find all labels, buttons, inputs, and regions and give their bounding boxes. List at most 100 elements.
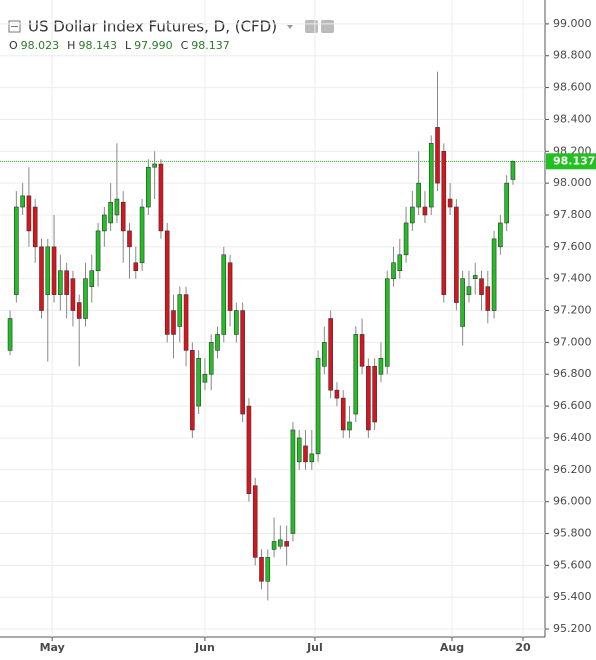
y-tick-label: 98.800 [553,49,592,62]
legend-value: 98.023 [21,39,60,52]
axes: 95.200 95.400 95.600 95.800 96.000 96.200 96.4… [40,17,596,654]
candle-body [51,246,57,295]
eye-icon[interactable] [305,20,318,33]
settings-icon[interactable] [321,20,334,33]
legend-label: L [125,39,132,52]
candle-body [39,246,44,311]
candle-body [83,278,88,319]
x-tick-label: Aug [440,641,464,654]
ohlc-legend: O 98.023 H 98.143 L 97.990 C 98.137 [9,39,230,52]
legend-label: H [67,39,75,52]
candle-body [76,302,82,319]
legend-value: 98.143 [78,39,117,52]
candle-body [472,275,478,279]
candle-body [196,358,201,407]
candle-body [498,222,503,248]
y-tick-label: 98.600 [553,81,592,94]
x-tick-label: May [40,641,65,654]
candle-body [447,198,453,208]
legend-value: 97.990 [134,39,173,52]
candle-body [246,405,252,494]
candle-body [240,310,245,415]
candle-body [491,238,497,311]
candle-body [221,254,227,335]
candle-body [133,262,139,272]
x-tick-label: Jul [306,641,323,654]
candle-body [340,397,346,431]
legend-value: 98.137 [191,39,230,52]
y-tick-label: 95.600 [553,558,592,571]
candle-body [120,201,126,232]
candle-body [177,294,183,327]
candle-body [183,294,189,351]
candle-body [485,286,491,311]
y-tick-label: 97.200 [553,304,592,317]
candle-body [334,389,340,399]
candle-body [416,182,421,208]
collapse-icon[interactable] [8,20,21,33]
candle-body [146,166,151,208]
candle-body [296,437,302,463]
y-tick-label: 95.400 [553,590,592,603]
candle-body [353,334,359,415]
chart-title: US Dollar Index Futures, D, (CFD) [28,18,277,36]
y-tick-label: 96.200 [553,463,592,476]
y-tick-label: 97.600 [553,240,592,253]
candle-body [114,198,120,216]
y-tick-label: 95.800 [553,526,592,539]
y-tick-label: 97.000 [553,335,592,348]
x-tick-label: Jun [194,641,215,654]
candle-body [20,195,25,208]
candle-body [265,557,271,582]
candle-body [460,278,465,327]
y-tick-label: 95.200 [553,622,592,635]
candle-body [347,421,352,431]
candle-body [127,230,132,248]
candle-body [290,429,296,534]
candle-body [303,445,308,463]
candle-body [70,278,76,311]
candle-body [391,262,396,279]
y-tick-label: 96.000 [553,495,592,508]
candle-body [158,163,164,232]
candle-body [139,206,145,264]
y-tick-label: 96.800 [553,367,592,380]
x-tick-label: 20 [515,641,531,654]
y-tick-label: 97.400 [553,272,592,285]
y-tick-label: 97.800 [553,208,592,221]
candle-body [215,334,220,351]
last-price-label: 98.137 [553,154,595,167]
candle-body [384,278,390,367]
candle-body [102,214,107,232]
candle-body [89,270,95,287]
candle-body [164,230,170,335]
last-price-box [546,153,596,170]
candle-body [422,206,428,216]
candle-body [479,278,484,295]
legend-label: C [181,39,189,52]
candle-body [435,127,440,184]
candle-body [95,230,101,272]
candle-body [403,222,409,256]
candle-body [14,206,19,295]
candle-body [171,310,176,335]
candle-body [504,182,509,224]
candle-body [359,334,365,367]
candle-body [58,270,63,295]
candle-body [32,206,38,248]
y-tick-label: 98.400 [553,112,592,125]
candle-body [259,557,264,582]
candle-body [26,195,32,232]
candle-body [454,206,459,303]
candle-body [208,342,214,375]
candle-body [278,539,283,547]
y-tick-label: 98.000 [553,176,592,189]
candle-body [410,206,415,224]
candle-body [227,262,233,311]
candle-body [45,246,51,295]
candle-body [466,286,472,295]
dropdown-icon[interactable] [287,25,293,29]
y-tick-label: 96.600 [553,399,592,412]
